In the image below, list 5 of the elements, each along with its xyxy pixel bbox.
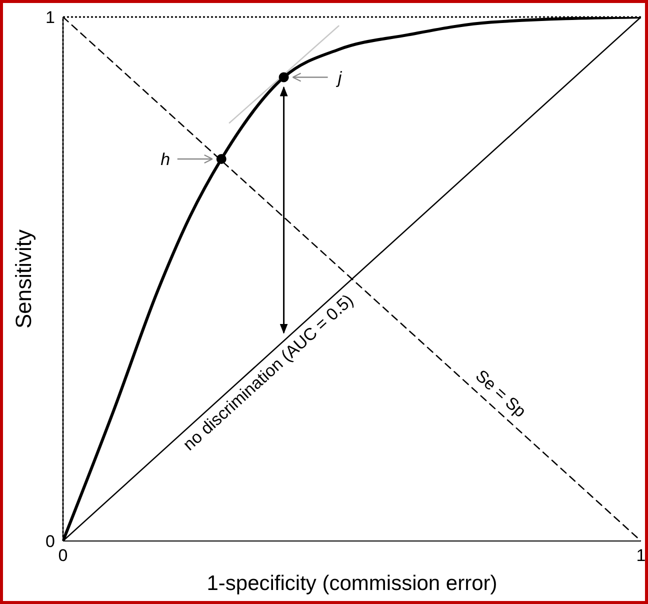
x-axis-title: 1-specificity (commission error) <box>206 572 498 595</box>
annotation: h <box>160 150 170 170</box>
annotation: Se = Sp <box>472 366 530 422</box>
annotation: j <box>336 68 343 88</box>
y-axis-title: Sensitivity <box>10 229 36 329</box>
